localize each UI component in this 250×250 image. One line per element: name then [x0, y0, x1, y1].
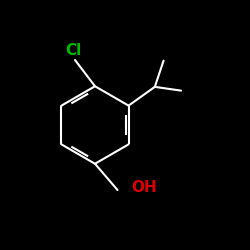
Text: Cl: Cl — [66, 43, 82, 58]
Text: OH: OH — [131, 180, 157, 196]
